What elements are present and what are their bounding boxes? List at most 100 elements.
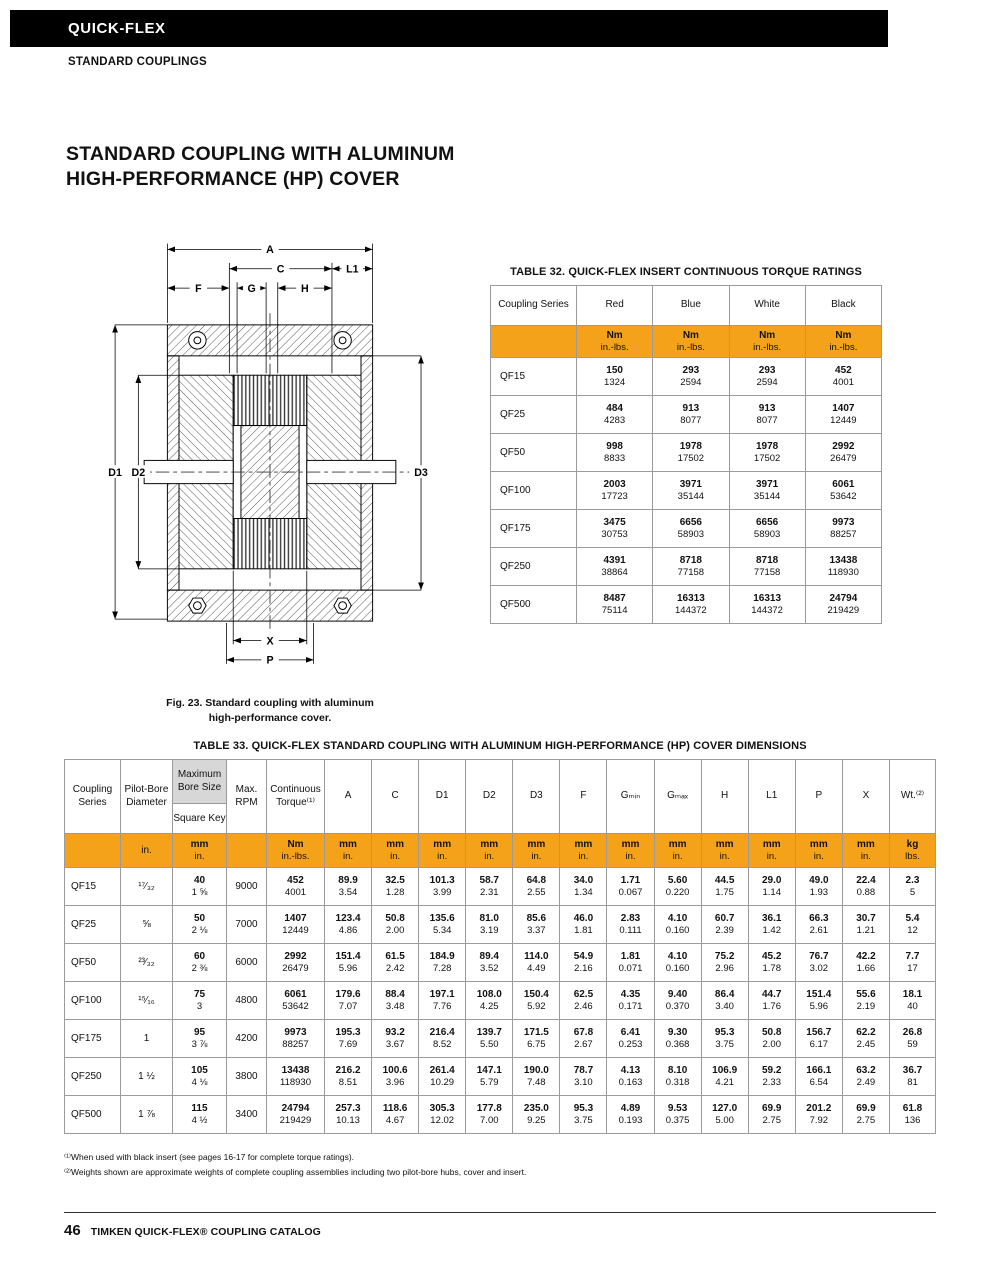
value-secondary: 2.55 bbox=[527, 887, 546, 899]
value-secondary: 7.28 bbox=[432, 963, 452, 975]
dim-cell: 64.8 2.55 bbox=[512, 867, 561, 906]
dim-cell: 101.3 3.99 bbox=[418, 867, 467, 906]
value-primary: 1.71 bbox=[620, 875, 641, 887]
dim-cell: 1.71 0.067 bbox=[606, 867, 655, 906]
torque-cell: 6656 58903 bbox=[728, 509, 806, 548]
value-primary: 4.10 bbox=[667, 913, 688, 925]
value-primary: 62.2 bbox=[856, 1027, 876, 1039]
dim-cell: 114.0 4.49 bbox=[512, 943, 561, 982]
dim-cell: 62.5 2.46 bbox=[559, 981, 608, 1020]
value-secondary: 144372 bbox=[675, 605, 707, 617]
rpm-cell: 3800 bbox=[226, 1057, 267, 1096]
table33-unit-dim-9: mm in. bbox=[747, 833, 796, 868]
table32-body: QF15 150 1324 293 2594 293 2594 452 4001 QF25 484 4… bbox=[490, 357, 883, 624]
value-primary: 190.0 bbox=[523, 1065, 549, 1077]
dim-cell: 45.2 1.78 bbox=[747, 943, 796, 982]
value-secondary: 4 ½ bbox=[191, 1115, 208, 1127]
table32-col-series: Coupling Series bbox=[490, 285, 577, 326]
dim-cell: 95.3 3.75 bbox=[700, 1019, 749, 1058]
value-primary: 34.0 bbox=[573, 875, 594, 887]
coupling-drawing: A C L1 F G H D1 D2 D3 X P bbox=[103, 242, 433, 667]
value-secondary: 5.96 bbox=[809, 1001, 829, 1013]
dim-cell: 66.3 2.61 bbox=[794, 905, 843, 944]
table32-unit-black: Nm in.-lbs. bbox=[804, 325, 883, 358]
torque-cell: 3475 30753 bbox=[575, 509, 654, 548]
value-primary: 95 bbox=[193, 1027, 206, 1039]
value-primary: 9.53 bbox=[667, 1103, 688, 1115]
table32-unit-red: Nm in.-lbs. bbox=[575, 325, 654, 358]
value-secondary: 3.75 bbox=[715, 1039, 734, 1051]
value-primary: 32.5 bbox=[385, 875, 405, 887]
value-secondary: 0.370 bbox=[665, 1001, 690, 1013]
dim-label-h: H bbox=[301, 283, 309, 295]
table32-row: QF100 2003 17723 3971 35144 3971 35144 6061 5364… bbox=[490, 471, 883, 510]
value-secondary: 219429 bbox=[279, 1115, 312, 1127]
table32-unit-white: Nm in.-lbs. bbox=[728, 325, 806, 358]
value-secondary: 1.75 bbox=[715, 887, 734, 899]
value-primary: 151.4 bbox=[335, 951, 361, 963]
footnote-2: ⁽²⁾Weights shown are approximate weights… bbox=[64, 1166, 527, 1177]
value-primary: 101.3 bbox=[429, 875, 455, 887]
dim-cell: 166.1 6.54 bbox=[794, 1057, 843, 1096]
value-primary: Nm bbox=[759, 330, 776, 342]
value-primary: 29.0 bbox=[762, 875, 782, 887]
dim-cell: 151.4 5.96 bbox=[794, 981, 843, 1020]
dim-cell: 44.5 1.75 bbox=[700, 867, 749, 906]
torque-cell: 293 2594 bbox=[728, 357, 806, 396]
value-secondary: 2.61 bbox=[809, 925, 829, 937]
value-secondary: 2.75 bbox=[856, 1115, 876, 1127]
pilot-bore-cell: 1 bbox=[120, 1019, 173, 1058]
value-primary: 6061 bbox=[832, 479, 855, 491]
table33-col-continuous-torque: Continuous Torque⁽¹⁾ bbox=[266, 759, 325, 834]
table33-col-dim-4: D3 bbox=[512, 759, 561, 834]
series-cell: QF50 bbox=[64, 943, 121, 982]
dim-cell: 75.2 2.96 bbox=[700, 943, 749, 982]
value-secondary: 7.07 bbox=[338, 1001, 358, 1013]
value-primary: 88.4 bbox=[385, 989, 405, 1001]
value-secondary: 2.16 bbox=[574, 963, 593, 975]
torque-cell: 2003 17723 bbox=[575, 471, 654, 510]
value-secondary: 9.25 bbox=[527, 1115, 546, 1127]
dim-cell: 61.5 2.42 bbox=[371, 943, 420, 982]
rpm-cell: 9000 bbox=[226, 867, 267, 906]
table32-col-black: Black bbox=[804, 285, 883, 326]
figure-caption-line1: Fig. 23. Standard coupling with aluminum bbox=[166, 697, 374, 709]
dim-cell: 257.3 10.13 bbox=[323, 1095, 373, 1134]
table32-units-row: Nm in.-lbs. Nm in.-lbs. Nm in.-lbs. Nm in.-lbs. bbox=[490, 325, 883, 358]
value-secondary: 4.86 bbox=[338, 925, 358, 937]
table33-col-dim-6: Gₘᵢₙ bbox=[606, 759, 655, 834]
page-footer: 46 TIMKEN QUICK-FLEX® COUPLING CATALOG bbox=[64, 1212, 936, 1239]
bore-size-cell: 95 3 ⅞ bbox=[172, 1019, 227, 1058]
table33-col-dim-11: X bbox=[841, 759, 891, 834]
value-secondary: 0.160 bbox=[665, 963, 690, 975]
dim-cell: 32.5 1.28 bbox=[371, 867, 420, 906]
dim-cell: 150.4 5.92 bbox=[512, 981, 561, 1020]
value-primary: 58.7 bbox=[479, 875, 499, 887]
value-primary: 50 bbox=[193, 913, 206, 925]
dim-cell: 89.9 3.54 bbox=[323, 867, 373, 906]
value-secondary: 4.21 bbox=[715, 1077, 734, 1089]
value-primary: 9973 bbox=[284, 1027, 307, 1039]
table33-unit-dim-7: mm in. bbox=[653, 833, 702, 868]
value-primary: 452 bbox=[287, 875, 304, 887]
value-primary: 36.7 bbox=[902, 1065, 923, 1077]
max-bore-size-label: Maximum Bore Size bbox=[173, 760, 226, 804]
dim-cell: 4.10 0.160 bbox=[653, 943, 702, 982]
table33-col-max-rpm: Max. RPM bbox=[226, 759, 267, 834]
rpm-cell: 3400 bbox=[226, 1095, 267, 1134]
dim-cell: 195.3 7.69 bbox=[323, 1019, 373, 1058]
dim-cell: 9.40 0.370 bbox=[653, 981, 702, 1020]
value-secondary: 26479 bbox=[830, 453, 857, 465]
value-primary: 1978 bbox=[679, 441, 702, 453]
dim-cell: 216.2 8.51 bbox=[323, 1057, 373, 1096]
value-secondary: 75114 bbox=[601, 605, 628, 617]
dim-cell: 76.7 3.02 bbox=[794, 943, 843, 982]
torque-cell: 9973 88257 bbox=[266, 1019, 325, 1058]
series-cell: QF25 bbox=[490, 395, 577, 434]
torque-cell: 913 8077 bbox=[728, 395, 806, 434]
value-primary: 4.10 bbox=[667, 951, 688, 963]
dim-cell: 118.6 4.67 bbox=[371, 1095, 420, 1134]
value-primary: 257.3 bbox=[335, 1103, 361, 1115]
rpm-cell: 7000 bbox=[226, 905, 267, 944]
page-title: STANDARD COUPLING WITH ALUMINUM HIGH-PER… bbox=[66, 142, 455, 193]
